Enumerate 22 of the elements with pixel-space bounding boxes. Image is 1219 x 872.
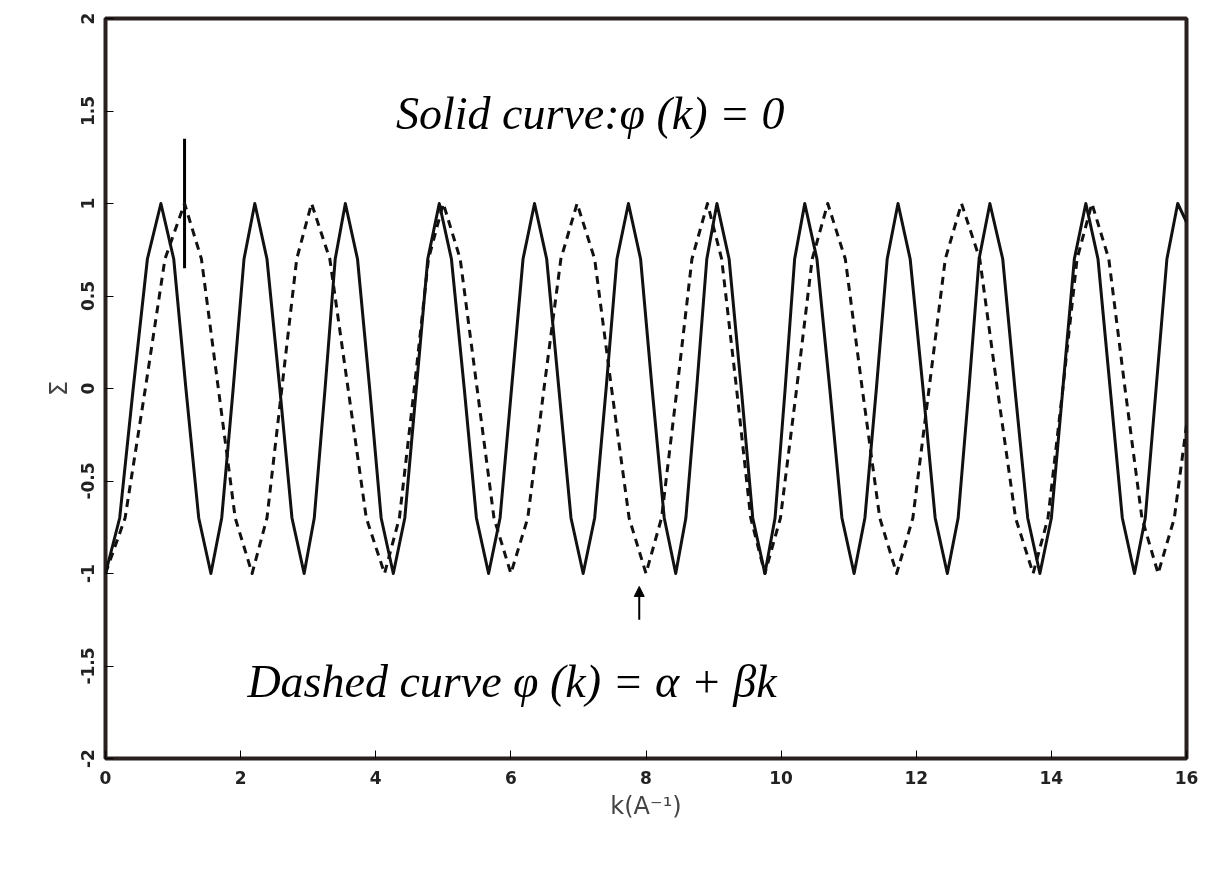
x-tick-label: 14 — [1039, 767, 1064, 788]
x-tick-label: 4 — [369, 767, 382, 788]
y-tick-label: 1.5 — [77, 95, 98, 127]
x-tick-label: 2 — [234, 767, 247, 788]
x-tick-label: 16 — [1174, 767, 1199, 788]
y-tick-label: 1 — [77, 197, 98, 210]
y-tick-label: -2 — [77, 749, 98, 768]
y-tick-label: -0.5 — [77, 462, 98, 500]
x-tick-label: 0 — [99, 767, 112, 788]
annotation: Solid curve:φ (k) = 0 — [396, 87, 785, 139]
x-tick-label: 6 — [504, 767, 517, 788]
y-tick-label: 0.5 — [77, 280, 98, 312]
y-tick-label: 0 — [77, 382, 98, 395]
x-tick-label: 12 — [904, 767, 929, 788]
y-tick-label: 2 — [77, 12, 98, 25]
y-tick-label: -1.5 — [77, 647, 98, 685]
x-tick-label: 10 — [769, 767, 794, 788]
y-tick-label: -1 — [77, 564, 98, 583]
y-axis-title: Σ — [44, 380, 73, 397]
x-axis-title: k(A⁻¹) — [610, 791, 682, 820]
x-tick-label: 8 — [640, 767, 652, 788]
annotation: Dashed curve φ (k) = α + βk — [246, 655, 779, 707]
